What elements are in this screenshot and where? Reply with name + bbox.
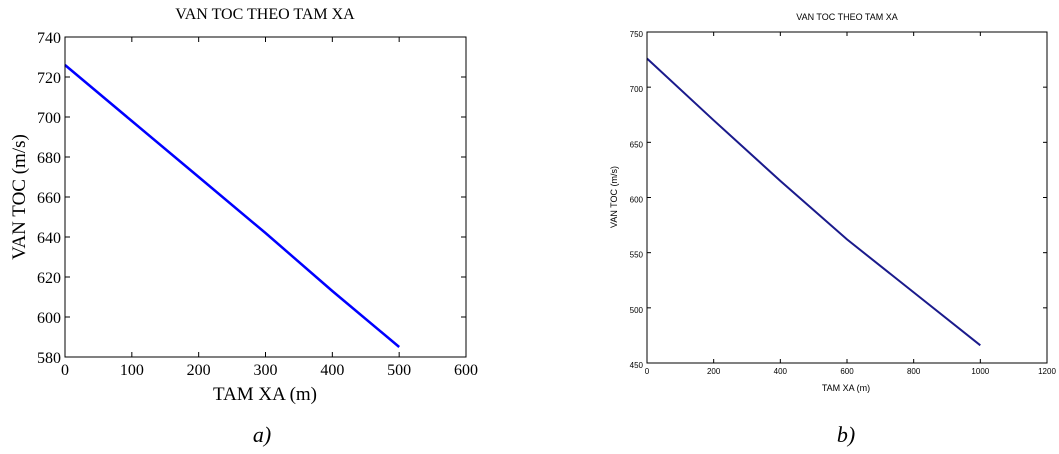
chart-b-xtick-label: 400	[774, 367, 788, 376]
chart-b-ytick-label: 650	[630, 140, 644, 149]
chart-a-ytick-label: 700	[37, 110, 61, 127]
chart-b-xtick-label: 800	[907, 367, 921, 376]
chart-a-ytick-label: 740	[37, 30, 61, 47]
chart-a-ylabel: VAN TOC (m/s)	[9, 134, 30, 260]
chart-a-caption: a)	[253, 422, 271, 447]
chart-b-ytick-label: 750	[630, 30, 644, 39]
chart-a: VAN TOC THEO TAM XA 0 100 200 300 400 500 600 5…	[9, 6, 478, 447]
chart-a-xtick-label: 0	[61, 362, 69, 379]
chart-b-ticks: 0 200 400 600 800 1000 1200 450 500 550 600 650 700 7…	[630, 30, 1057, 376]
chart-a-ytick-label: 720	[37, 70, 61, 87]
chart-a-xtick-label: 200	[187, 362, 211, 379]
chart-b-ylabel: VAN TOC (m/s)	[609, 166, 619, 228]
chart-b-ytick-label: 600	[630, 196, 644, 205]
chart-a-xtick-label: 400	[320, 362, 344, 379]
chart-a-xtick-label: 600	[454, 362, 478, 379]
chart-b-xtick-label: 200	[707, 367, 721, 376]
chart-a-xtick-label: 500	[387, 362, 411, 379]
chart-a-ytick-label: 580	[37, 350, 61, 367]
chart-b-axes-box	[646, 31, 1048, 364]
chart-a-ytick-label: 680	[37, 150, 61, 167]
chart-a-title: VAN TOC THEO TAM XA	[175, 6, 355, 23]
chart-a-ticks: 0 100 200 300 400 500 600 580 600 620 640 660 680 700…	[37, 30, 478, 379]
chart-b-ytick-label: 700	[630, 85, 644, 94]
chart-b-caption: b)	[837, 422, 855, 447]
chart-a-xtick-label: 100	[120, 362, 144, 379]
chart-a-ytick-label: 600	[37, 310, 61, 327]
chart-b-xtick-label: 1200	[1038, 367, 1056, 376]
chart-b-xtick-label: 0	[645, 367, 650, 376]
chart-a-ytick-label: 620	[37, 270, 61, 287]
chart-b: VAN TOC THEO TAM XA 0 200 400 600 800 1000 120…	[609, 12, 1056, 447]
chart-b-ytick-label: 550	[630, 251, 644, 260]
chart-a-ytick-label: 660	[37, 190, 61, 207]
chart-b-xtick-label: 1000	[971, 367, 989, 376]
chart-a-xtick-label: 300	[254, 362, 278, 379]
chart-b-title: VAN TOC THEO TAM XA	[796, 12, 898, 22]
chart-a-series-line	[64, 64, 401, 348]
chart-b-xlabel: TAM XA (m)	[822, 383, 870, 393]
chart-b-ytick-label: 450	[630, 361, 644, 370]
chart-b-series-line	[646, 57, 981, 347]
chart-a-ytick-label: 640	[37, 230, 61, 247]
chart-b-xtick-label: 600	[840, 367, 854, 376]
chart-a-xlabel: TAM XA (m)	[213, 384, 317, 405]
chart-a-axes-box	[64, 36, 467, 358]
chart-b-ytick-label: 500	[630, 306, 644, 315]
